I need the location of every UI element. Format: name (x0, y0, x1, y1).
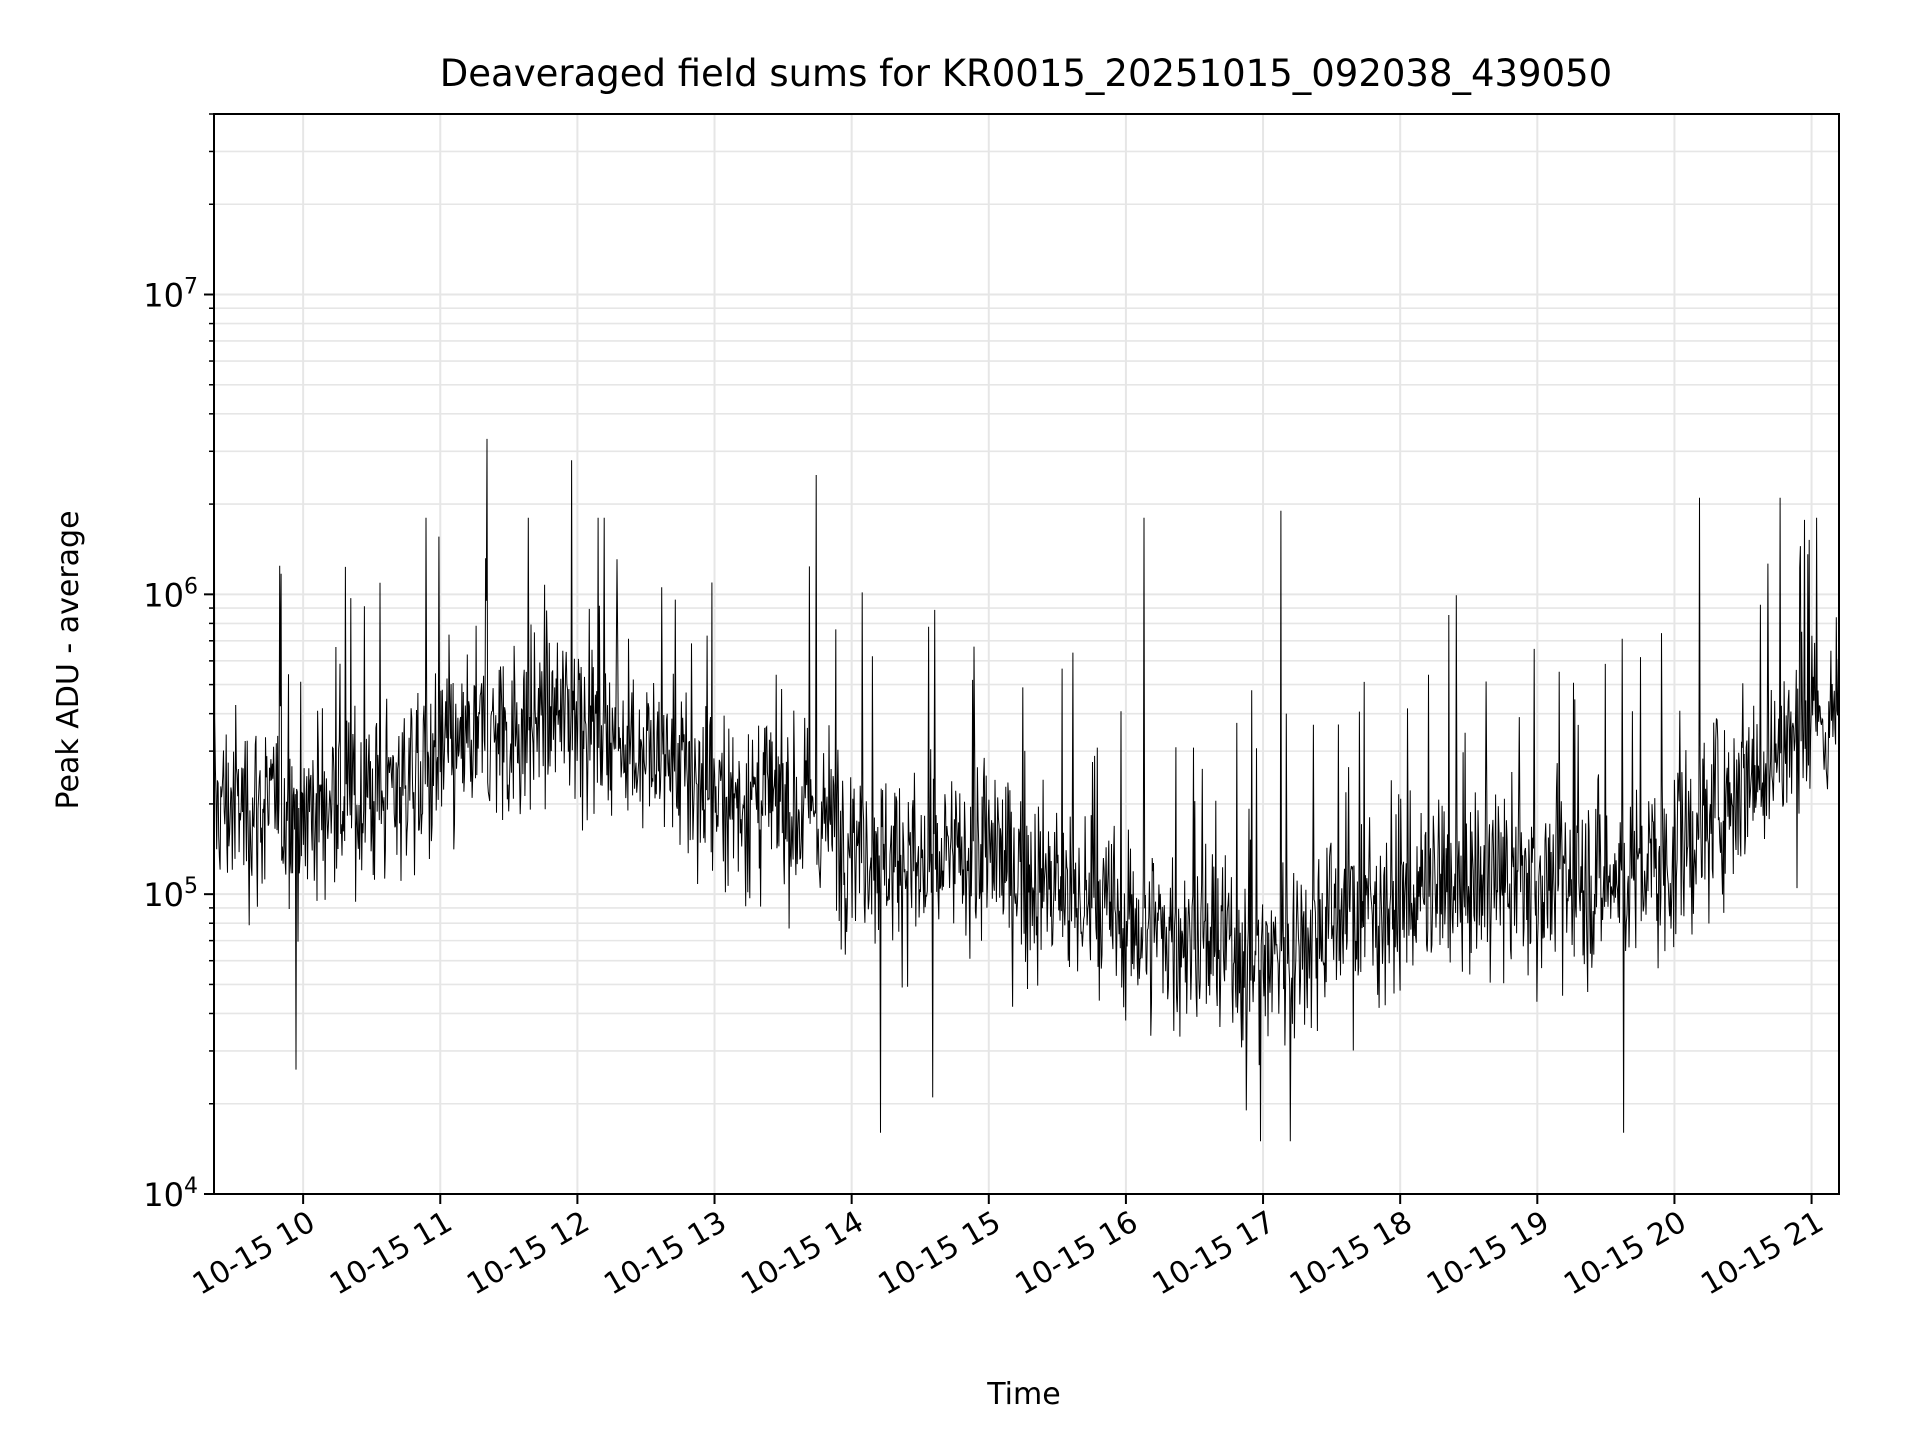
series-line (213, 160, 1840, 1142)
y-tick-label: 106 (143, 574, 198, 614)
plot-area (213, 160, 1840, 1142)
y-tick-label: 104 (143, 1174, 198, 1214)
y-axis-label: Peak ADU - average (51, 510, 86, 809)
y-axis-ticks: 104 105 106 107 (143, 113, 214, 1214)
y-tick-label: 105 (143, 874, 198, 914)
axes-frame (213, 113, 1840, 1195)
x-axis-label: Time (986, 1377, 1060, 1412)
y-tick-label: 107 (143, 275, 198, 315)
chart-title: Deaveraged field sums for KR0015_2025101… (440, 52, 1612, 95)
